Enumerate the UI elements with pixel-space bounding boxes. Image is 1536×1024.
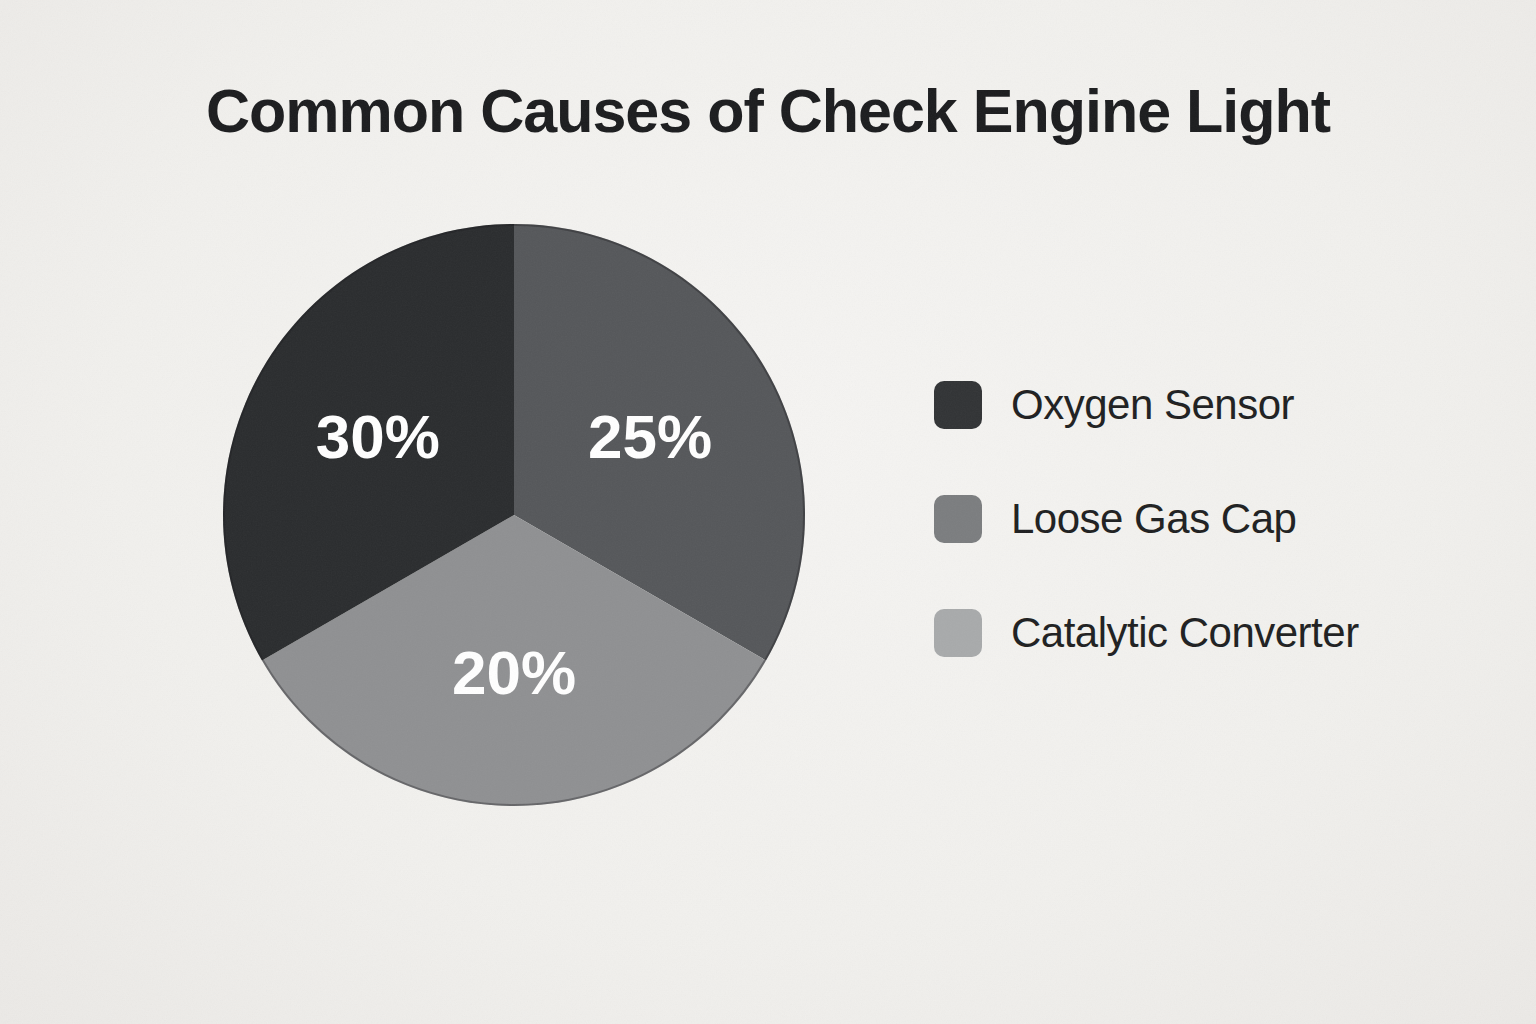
legend-swatch bbox=[934, 495, 982, 543]
pie-chart: 25% 20% 30% bbox=[214, 215, 814, 815]
legend: Oxygen Sensor Loose Gas Cap Catalytic Conv… bbox=[934, 381, 1359, 657]
infographic-canvas: Common Causes of Check Engine Light 25%2… bbox=[0, 0, 1536, 1024]
legend-swatch bbox=[934, 609, 982, 657]
legend-label: Catalytic Converter bbox=[1011, 609, 1359, 657]
slice-percentage-label: 30% bbox=[316, 402, 440, 471]
legend-item-loose-gas-cap: Loose Gas Cap bbox=[934, 495, 1359, 543]
legend-swatch bbox=[934, 381, 982, 429]
slice-percentage-label: 20% bbox=[452, 638, 576, 707]
legend-item-catalytic-converter: Catalytic Converter bbox=[934, 609, 1359, 657]
legend-label: Loose Gas Cap bbox=[1011, 495, 1296, 543]
legend-label: Oxygen Sensor bbox=[1011, 381, 1294, 429]
chart-title: Common Causes of Check Engine Light bbox=[0, 78, 1536, 145]
slice-percentage-label: 25% bbox=[588, 402, 712, 471]
legend-item-oxygen-sensor: Oxygen Sensor bbox=[934, 381, 1359, 429]
